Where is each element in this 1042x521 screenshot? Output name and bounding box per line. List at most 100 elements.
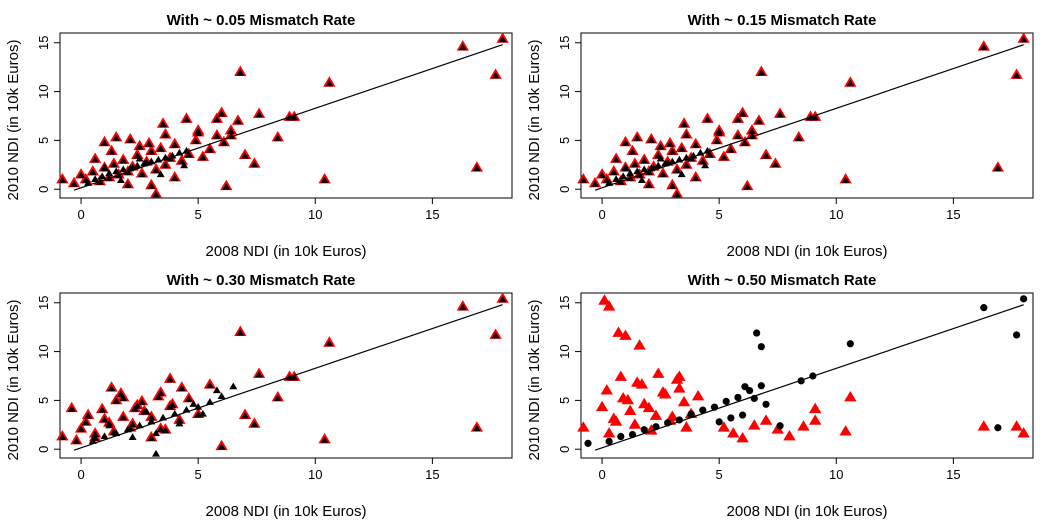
matched-point bbox=[579, 176, 588, 183]
matched-point bbox=[727, 414, 735, 422]
matched-point bbox=[152, 166, 160, 174]
mismatched-point bbox=[748, 419, 761, 430]
matched-point bbox=[771, 160, 780, 168]
y-tick-label: 15 bbox=[36, 36, 51, 50]
matched-point bbox=[128, 420, 137, 428]
matched-point bbox=[217, 110, 226, 117]
matched-point bbox=[250, 420, 259, 428]
matched-point bbox=[147, 434, 156, 441]
x-tick-label: 5 bbox=[195, 207, 202, 222]
matched-point bbox=[659, 170, 667, 177]
matched-point bbox=[107, 148, 116, 155]
panel-title: With ~ 0.05 Mismatch Rate bbox=[167, 12, 356, 29]
x-tick-label: 10 bbox=[308, 467, 322, 482]
matched-point bbox=[126, 424, 135, 432]
matched-point bbox=[194, 403, 203, 410]
matched-point bbox=[152, 449, 161, 457]
matched-point bbox=[743, 183, 752, 190]
matched-point bbox=[119, 413, 128, 421]
panel-mismatch-005: With ~ 0.05 Mismatch Rate 2008 NDI (in 1… bbox=[5, 12, 513, 260]
x-axis-label: 2008 NDI (in 10k Euros) bbox=[727, 243, 888, 260]
matched-point bbox=[206, 146, 214, 153]
matched-point bbox=[591, 180, 599, 187]
x-axis-label: 2008 NDI (in 10k Euros) bbox=[206, 503, 367, 520]
matched-point bbox=[631, 160, 639, 168]
matched-point bbox=[846, 79, 855, 87]
mismatched-point bbox=[759, 414, 773, 425]
mismatched-point bbox=[659, 388, 672, 399]
mismatched-point bbox=[619, 329, 632, 340]
matched-point bbox=[128, 163, 137, 171]
y-tick-label: 15 bbox=[557, 296, 572, 310]
matched-point bbox=[691, 141, 700, 148]
matched-point bbox=[241, 412, 249, 419]
matched-point bbox=[621, 139, 630, 146]
mismatched-point bbox=[612, 326, 625, 337]
matched-point bbox=[720, 153, 728, 161]
mismatched-point bbox=[602, 300, 616, 311]
matched-point bbox=[229, 382, 238, 390]
matched-point bbox=[227, 127, 235, 135]
x-tick-label: 15 bbox=[425, 467, 439, 482]
mismatched-point bbox=[797, 420, 810, 431]
matched-point bbox=[119, 394, 128, 401]
matched-point bbox=[715, 418, 723, 426]
x-tick-label: 5 bbox=[716, 467, 723, 482]
mismatched-point bbox=[839, 425, 852, 436]
y-tick-label: 15 bbox=[557, 36, 572, 50]
panel-title: With ~ 0.15 Mismatch Rate bbox=[688, 12, 877, 29]
matched-point bbox=[156, 425, 165, 433]
matched-point bbox=[637, 176, 646, 183]
mismatched-point bbox=[631, 376, 644, 387]
matched-point bbox=[138, 398, 146, 405]
matched-point bbox=[473, 164, 481, 172]
matched-point bbox=[640, 156, 649, 164]
matched-point bbox=[811, 113, 819, 121]
x-tick-label: 0 bbox=[598, 207, 605, 222]
matched-point bbox=[138, 170, 146, 177]
matched-point bbox=[757, 382, 765, 390]
matched-point bbox=[117, 390, 125, 397]
matched-point bbox=[757, 69, 766, 76]
matched-point bbox=[290, 373, 298, 381]
matched-point bbox=[654, 161, 663, 169]
matched-point bbox=[112, 397, 121, 404]
y-tick-label: 5 bbox=[36, 137, 51, 144]
matched-point bbox=[1013, 331, 1021, 339]
y-tick-label: 5 bbox=[36, 397, 51, 404]
matched-point bbox=[980, 43, 988, 51]
x-tick-label: 10 bbox=[829, 207, 843, 222]
matched-point bbox=[177, 384, 186, 392]
matched-point bbox=[682, 131, 691, 138]
matched-point bbox=[776, 422, 784, 430]
matched-point bbox=[152, 429, 161, 437]
matched-point bbox=[498, 35, 507, 43]
x-tick-label: 0 bbox=[77, 467, 84, 482]
mismatched-point bbox=[1010, 420, 1023, 431]
matched-point bbox=[84, 412, 92, 419]
matched-point bbox=[133, 161, 142, 169]
panel-title: With ~ 0.50 Mismatch Rate bbox=[688, 272, 877, 289]
matched-point bbox=[199, 153, 207, 161]
matched-point bbox=[753, 329, 761, 337]
matched-point bbox=[147, 182, 156, 189]
matched-point bbox=[706, 151, 714, 158]
matched-point bbox=[81, 176, 90, 183]
y-tick-label: 0 bbox=[36, 186, 51, 193]
mismatched-point bbox=[677, 395, 691, 407]
matched-point bbox=[738, 110, 747, 117]
y-tick-label: 5 bbox=[557, 137, 572, 144]
y-tick-label: 0 bbox=[36, 446, 51, 453]
matched-point bbox=[734, 393, 742, 402]
matched-point bbox=[491, 71, 500, 79]
matched-point bbox=[105, 419, 113, 427]
matched-point bbox=[640, 426, 648, 434]
matched-point bbox=[459, 303, 467, 311]
matched-point bbox=[621, 164, 630, 172]
matched-point bbox=[738, 411, 747, 419]
matched-point bbox=[673, 191, 681, 198]
matched-point bbox=[77, 171, 85, 178]
matched-point bbox=[491, 331, 500, 339]
x-axis-label: 2008 NDI (in 10k Euros) bbox=[206, 243, 367, 260]
matched-point bbox=[473, 424, 481, 432]
